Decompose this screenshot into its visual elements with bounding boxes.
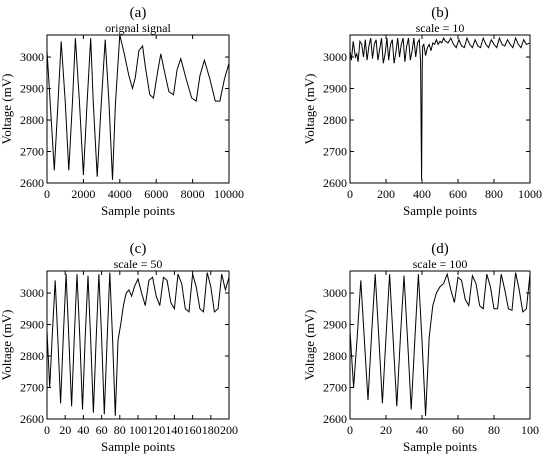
y-axis-label: Voltage (mV) — [302, 74, 317, 145]
x-tick-label: 120 — [147, 423, 165, 437]
chart-title: scale = 100 — [413, 257, 468, 271]
chart-panel-2 — [349, 34, 531, 184]
y-tick-label: 2700 — [20, 145, 44, 159]
x-axis-label: Sample points — [101, 439, 175, 454]
x-tick-label: 10000 — [214, 187, 244, 201]
y-tick-label: 2700 — [323, 381, 347, 395]
x-tick-label: 0 — [347, 423, 353, 437]
x-tick-label: 100 — [521, 423, 539, 437]
y-axis-label: Voltage (mV) — [302, 310, 317, 381]
x-axis-label: Sample points — [403, 203, 477, 218]
x-tick-label: 100 — [129, 423, 147, 437]
x-tick-label: 200 — [377, 187, 395, 201]
x-tick-label: 60 — [96, 423, 108, 437]
y-tick-label: 3000 — [20, 50, 44, 64]
x-tick-label: 60 — [452, 423, 464, 437]
y-tick-label: 2700 — [20, 381, 44, 395]
x-tick-label: 40 — [416, 423, 428, 437]
panel-label: (d) — [431, 241, 449, 257]
series-line — [47, 272, 229, 416]
x-tick-label: 20 — [59, 423, 71, 437]
x-axis-label: Sample points — [101, 203, 175, 218]
x-tick-label: 20 — [380, 423, 392, 437]
series-line — [350, 272, 530, 416]
chart-title: scale = 10 — [416, 21, 465, 35]
panel-label: (c) — [130, 241, 147, 257]
x-tick-label: 40 — [77, 423, 89, 437]
x-axis-label: Sample points — [403, 439, 477, 454]
y-tick-label: 2800 — [323, 349, 347, 363]
x-tick-label: 140 — [165, 423, 183, 437]
x-tick-label: 4000 — [108, 187, 132, 201]
y-tick-label: 2600 — [20, 412, 44, 426]
y-tick-label: 2800 — [20, 113, 44, 127]
x-tick-label: 1000 — [518, 187, 542, 201]
x-tick-label: 0 — [44, 187, 50, 201]
y-tick-label: 2800 — [20, 349, 44, 363]
x-tick-label: 0 — [44, 423, 50, 437]
y-tick-label: 2600 — [20, 176, 44, 190]
plot-frame — [349, 270, 531, 420]
y-tick-label: 2900 — [20, 318, 44, 332]
x-tick-label: 2000 — [71, 187, 95, 201]
y-tick-label: 2700 — [323, 145, 347, 159]
y-tick-label: 2800 — [323, 113, 347, 127]
chart-title: orignal signal — [105, 21, 171, 35]
series-line — [350, 36, 530, 180]
y-tick-label: 2900 — [323, 318, 347, 332]
x-tick-label: 800 — [485, 187, 503, 201]
x-tick-label: 400 — [413, 187, 431, 201]
chart-title: scale = 50 — [114, 257, 163, 271]
y-axis-label: Voltage (mV) — [0, 74, 14, 145]
y-axis-label: Voltage (mV) — [0, 310, 14, 381]
x-tick-label: 180 — [202, 423, 220, 437]
y-tick-label: 2600 — [323, 412, 347, 426]
chart-panel-1 — [46, 34, 230, 184]
x-tick-label: 200 — [220, 423, 238, 437]
y-tick-label: 2600 — [323, 176, 347, 190]
panel-label: (a) — [130, 5, 147, 21]
x-tick-label: 80 — [488, 423, 500, 437]
x-tick-label: 80 — [114, 423, 126, 437]
y-tick-label: 3000 — [323, 286, 347, 300]
plot-frame — [349, 34, 531, 184]
x-tick-label: 0 — [347, 187, 353, 201]
x-tick-label: 6000 — [144, 187, 168, 201]
y-tick-label: 2900 — [323, 82, 347, 96]
chart-panel-3 — [46, 270, 230, 420]
x-tick-label: 8000 — [181, 187, 205, 201]
plot-frame — [46, 34, 230, 184]
y-tick-label: 3000 — [323, 50, 347, 64]
y-tick-label: 2900 — [20, 82, 44, 96]
chart-panel-4 — [349, 270, 531, 420]
x-tick-label: 160 — [184, 423, 202, 437]
x-tick-label: 600 — [449, 187, 467, 201]
panel-label: (b) — [431, 5, 449, 21]
series-line — [47, 35, 229, 180]
y-tick-label: 3000 — [20, 286, 44, 300]
